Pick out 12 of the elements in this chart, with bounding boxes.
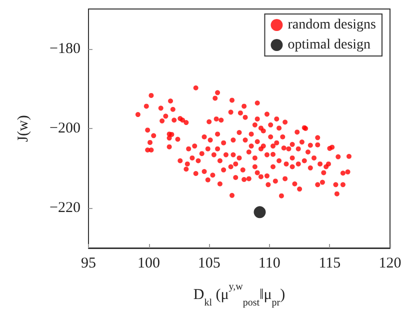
- legend-label: optimal design: [288, 38, 371, 52]
- y-axis-title: J(w): [16, 115, 32, 142]
- x-tick-label: 105: [198, 256, 220, 272]
- x-tick-label: 120: [378, 256, 402, 272]
- x-tick-label: 100: [138, 256, 160, 272]
- x-tick-label: 115: [318, 256, 341, 272]
- y-tick-label: −200: [50, 120, 80, 136]
- y-tick-label: −180: [50, 40, 80, 57]
- legend-label: random designs: [288, 18, 376, 32]
- x-tick-label: 95: [81, 256, 96, 272]
- x-tick-label: 110: [258, 256, 280, 272]
- y-tick-label: −220: [50, 200, 80, 216]
